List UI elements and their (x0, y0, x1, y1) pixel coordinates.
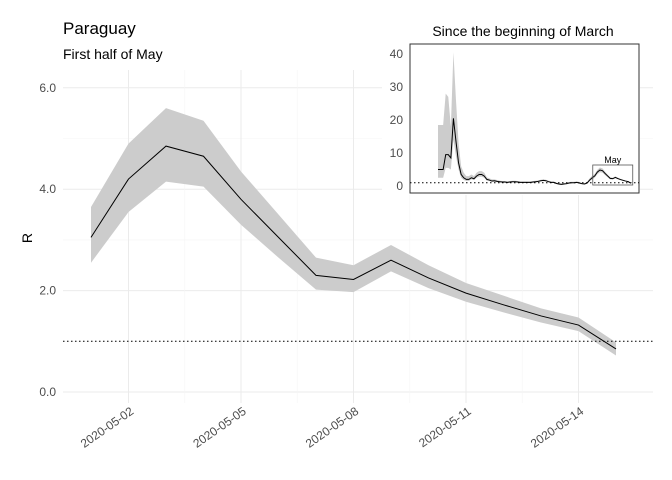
may-highlight-box (592, 164, 634, 186)
x-tick-labels: 2020-05-02 2020-05-05 2020-05-08 2020-05-11… (78, 404, 587, 451)
y-axis-label: R (19, 233, 35, 243)
confidence-band (91, 108, 616, 356)
inset-title: Since the beginning of March (432, 23, 613, 39)
x-tick-label: 2020-05-11 (416, 404, 474, 450)
inset-y-tick-label: 40 (390, 47, 404, 61)
inset-may-highlight: May (592, 155, 634, 186)
estimate-line (90, 145, 617, 350)
y-tick-label: 0.0 (39, 385, 56, 399)
may-annotation: May (604, 155, 622, 165)
y-tick-label: 4.0 (39, 182, 56, 196)
y-tick-label: 2.0 (39, 284, 56, 298)
y-tick-label: 6.0 (39, 81, 56, 95)
inset-y-tick-label: 20 (390, 113, 404, 127)
inset-y-tick-label: 30 (390, 80, 404, 94)
x-tick-label: 2020-05-05 (190, 404, 249, 451)
y-tick-labels: 0.0 2.0 4.0 6.0 (39, 81, 56, 399)
chart-title: Paraguay (63, 19, 136, 38)
x-tick-label: 2020-05-08 (303, 404, 362, 451)
confidence-band-area (91, 108, 616, 356)
chart-subtitle: First half of May (63, 46, 163, 62)
inset-frame (409, 43, 640, 194)
inset-estimate-path (438, 118, 632, 185)
x-tick-label: 2020-05-02 (78, 404, 137, 451)
estimate-line-path (90, 145, 617, 350)
inset-y-tick-label: 0 (396, 179, 403, 193)
inset-chart: Since the beginning of March May 0 10 20 30… (382, 23, 640, 195)
inset-estimate-line (438, 118, 632, 185)
inset-y-tick-label: 10 (390, 146, 404, 160)
x-tick-label: 2020-05-14 (528, 404, 587, 451)
inset-y-tick-labels: 0 10 20 30 40 (390, 47, 404, 193)
inset-background (382, 43, 640, 195)
